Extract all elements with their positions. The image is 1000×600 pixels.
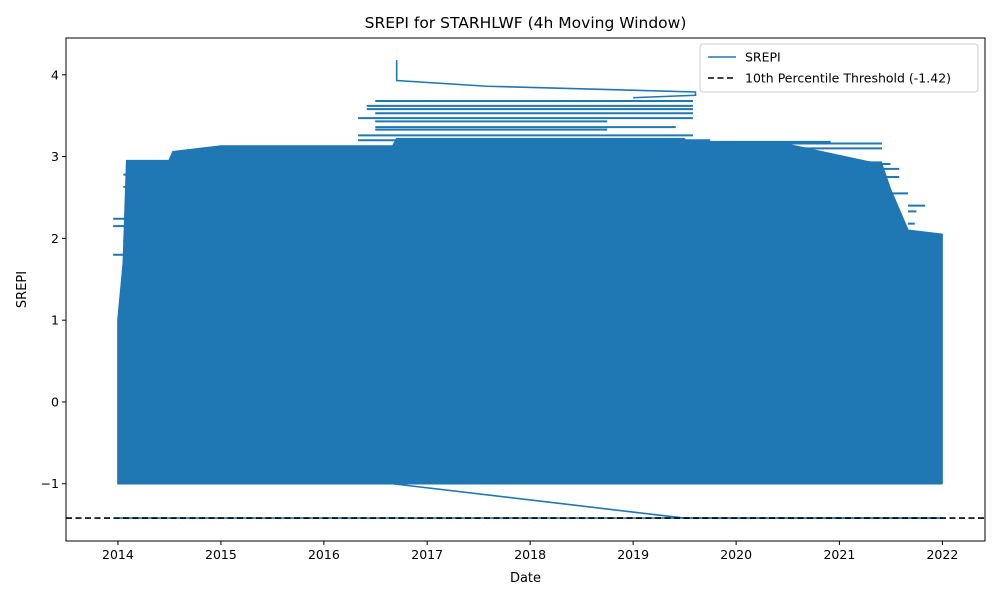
x-tick-label: 2020 (720, 547, 752, 562)
x-tick-label: 2018 (514, 547, 546, 562)
y-tick-label: −1 (41, 476, 59, 491)
y-tick-label: 1 (51, 313, 59, 328)
y-axis-title: SREPI (15, 271, 30, 308)
y-axis: −1 0 1 2 3 4 (41, 67, 66, 491)
x-tick-label: 2017 (411, 547, 443, 562)
legend-label-threshold: 10th Percentile Threshold (-1.42) (745, 71, 951, 86)
x-axis: 2014 2015 2016 2017 2018 2019 2020 2021 2022 (102, 541, 958, 562)
axes-frame (65, 37, 986, 542)
legend: SREPI 10th Percentile Threshold (-1.42) (699, 43, 979, 93)
srepi-dense-band (117, 137, 943, 485)
x-tick-label: 2014 (102, 547, 134, 562)
srepi-peak-line (395, 60, 697, 99)
x-tick-label: 2021 (823, 547, 855, 562)
x-axis-title: Date (510, 571, 541, 586)
y-tick-label: 2 (51, 231, 59, 246)
y-tick-label: 3 (51, 149, 59, 164)
x-tick-label: 2016 (308, 547, 340, 562)
x-tick-label: 2022 (926, 547, 958, 562)
y-tick-label: 0 (51, 394, 59, 409)
x-tick-label: 2015 (205, 547, 237, 562)
legend-label-srepi: SREPI (745, 50, 781, 65)
legend-box (699, 43, 979, 93)
chart-title: SREPI for STARHLWF (4h Moving Window) (365, 14, 687, 32)
plot-area (66, 60, 985, 519)
y-tick-label: 4 (51, 67, 59, 82)
x-tick-label: 2019 (617, 547, 649, 562)
